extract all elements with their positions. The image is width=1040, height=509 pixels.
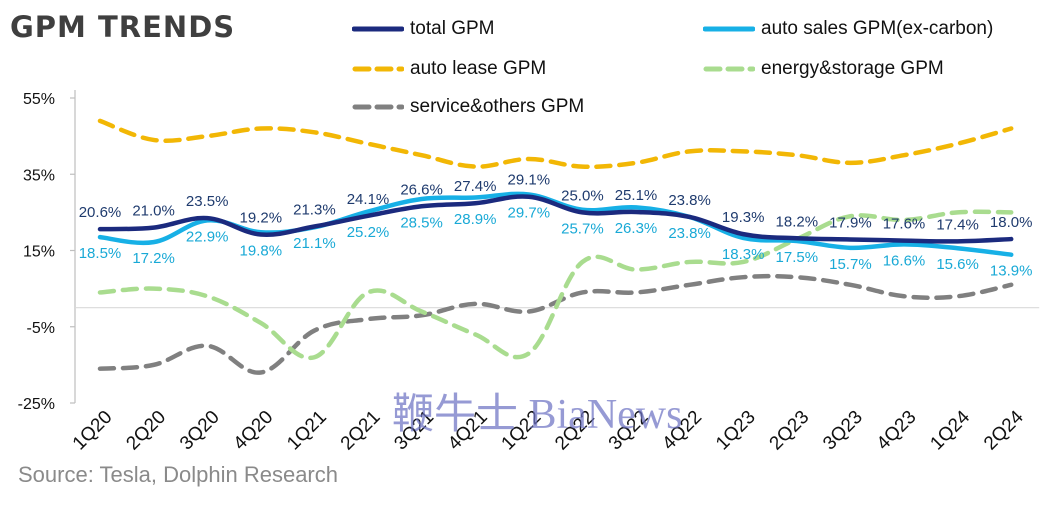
data-label-total-gpm: 20.6% (79, 204, 122, 221)
chart-title: GPM TRENDS (10, 10, 236, 44)
data-label-total-gpm: 17.6% (883, 216, 926, 233)
data-label-total-gpm: 29.1% (508, 172, 551, 189)
y-tick-label: 35% (23, 167, 55, 184)
x-tick-label: 2Q24 (980, 406, 1028, 454)
data-label-auto-sales-gpm: 29.7% (508, 205, 551, 222)
data-label-auto-sales-gpm: 25.7% (561, 220, 604, 237)
legend-label-energy-storage-gpm: energy&storage GPM (761, 58, 944, 79)
legend-item-energy-storage-gpm: energy&storage GPM (703, 57, 944, 81)
x-tick-label: 4Q20 (230, 407, 278, 455)
data-label-auto-sales-gpm: 16.6% (883, 252, 926, 269)
data-label-total-gpm: 21.0% (132, 203, 175, 220)
data-label-total-gpm: 27.4% (454, 178, 497, 195)
data-label-auto-sales-gpm: 18.3% (722, 246, 765, 263)
data-label-total-gpm: 17.4% (936, 216, 979, 233)
legend-swatch-total-gpm (352, 26, 404, 32)
x-tick-label: 1Q21 (283, 407, 331, 455)
x-tick-label: 2Q21 (337, 407, 385, 455)
data-label-total-gpm: 26.6% (400, 181, 443, 198)
legend-swatch-auto-lease-gpm (352, 66, 404, 72)
legend-swatch-auto-sales-gpm (703, 26, 755, 32)
data-label-total-gpm: 25.0% (561, 187, 604, 204)
data-label-total-gpm: 25.1% (615, 187, 658, 204)
data-label-auto-sales-gpm: 21.1% (293, 235, 336, 252)
x-tick-label: 1Q24 (926, 406, 974, 454)
data-label-total-gpm: 19.2% (240, 209, 283, 226)
data-label-total-gpm: 19.3% (722, 209, 765, 226)
data-label-auto-sales-gpm: 15.6% (936, 256, 979, 273)
legend-swatch-service-others-gpm (352, 104, 404, 110)
legend-label-service-others-gpm: service&others GPM (410, 96, 585, 117)
legend-label-total-gpm: total GPM (410, 18, 495, 39)
data-label-auto-sales-gpm: 28.5% (400, 214, 443, 231)
x-tick-label: 3Q23 (819, 407, 867, 455)
data-label-auto-sales-gpm: 22.9% (186, 228, 229, 245)
source-note: Source: Tesla, Dolphin Research (18, 462, 338, 487)
data-label-auto-sales-gpm: 23.8% (668, 225, 711, 242)
data-label-auto-sales-gpm: 17.2% (132, 250, 175, 267)
data-label-total-gpm: 17.9% (829, 214, 872, 231)
y-tick-label: 15% (23, 244, 55, 261)
legend-item-total-gpm: total GPM (352, 17, 494, 41)
x-tick-label: 2Q20 (122, 407, 170, 455)
y-tick-label: 55% (23, 91, 55, 108)
y-tick-label: -5% (27, 320, 55, 337)
legend-swatch-energy-storage-gpm (703, 66, 755, 72)
y-tick-label: -25% (18, 396, 55, 413)
data-label-auto-sales-gpm: 28.9% (454, 211, 497, 228)
data-label-auto-sales-gpm: 15.7% (829, 256, 872, 273)
legend-label-auto-lease-gpm: auto lease GPM (410, 58, 547, 79)
legend-label-auto-sales-gpm: auto sales GPM(ex-carbon) (761, 18, 994, 39)
series-line-service-others-gpm (97, 273, 1014, 375)
legend-item-service-others-gpm: service&others GPM (352, 95, 584, 119)
data-label-auto-sales-gpm: 26.3% (615, 220, 658, 237)
x-tick-label: 1Q23 (712, 407, 760, 455)
x-tick-label: 4Q23 (873, 407, 921, 455)
data-label-total-gpm: 18.0% (990, 214, 1033, 231)
data-label-auto-sales-gpm: 17.5% (776, 249, 819, 266)
series-line-total-gpm (97, 194, 1014, 244)
data-label-auto-sales-gpm: 25.2% (347, 224, 390, 241)
x-tick-label: 2Q23 (766, 407, 814, 455)
legend-item-auto-lease-gpm: auto lease GPM (352, 57, 546, 81)
x-tick-label: 1Q20 (69, 407, 117, 455)
bianews-watermark: 鞭牛士 BiaNews (392, 392, 683, 438)
data-label-total-gpm: 18.2% (776, 213, 819, 230)
data-label-total-gpm: 24.1% (347, 191, 390, 208)
x-tick-label: 3Q20 (176, 407, 224, 455)
data-label-auto-sales-gpm: 19.8% (240, 242, 283, 259)
data-label-total-gpm: 23.8% (668, 192, 711, 209)
legend-item-auto-sales-gpm: auto sales GPM(ex-carbon) (703, 17, 993, 41)
data-label-total-gpm: 23.5% (186, 193, 229, 210)
data-label-auto-sales-gpm: 18.5% (79, 245, 122, 262)
data-label-auto-sales-gpm: 13.9% (990, 263, 1033, 280)
data-label-total-gpm: 21.3% (293, 201, 336, 218)
series-line-auto-lease-gpm (97, 118, 1014, 170)
series-line-energy-storage-gpm (97, 209, 1014, 361)
